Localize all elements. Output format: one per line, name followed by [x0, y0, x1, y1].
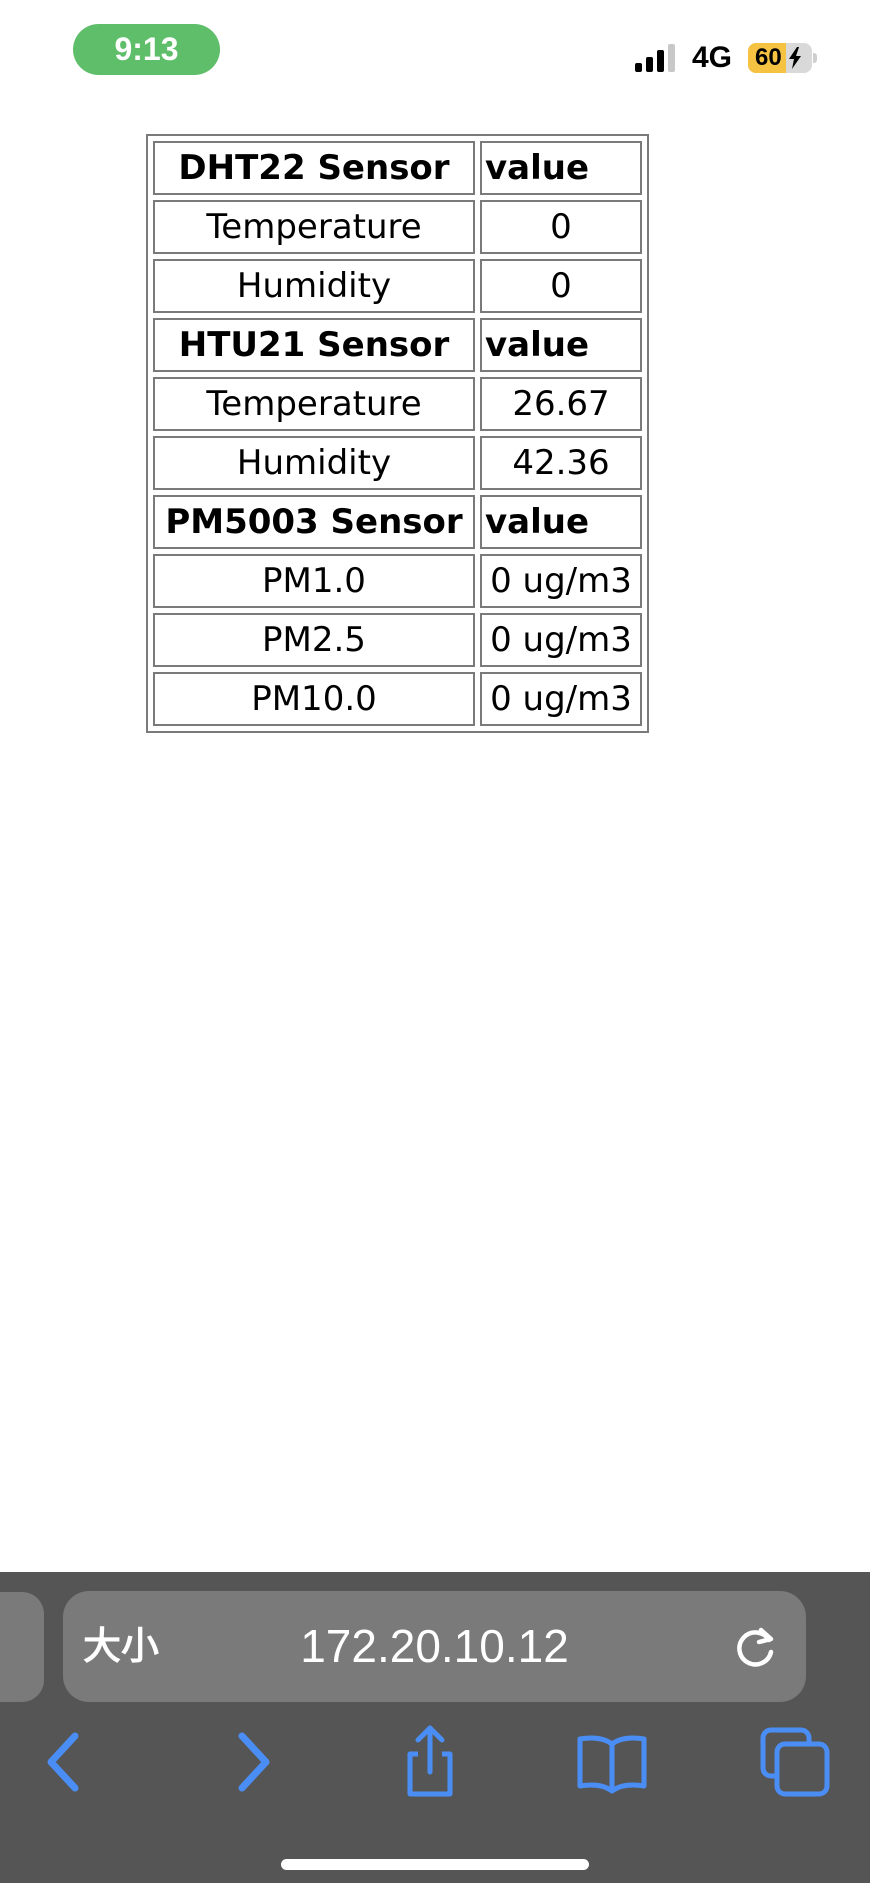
network-type-label: 4G: [692, 41, 733, 74]
battery-indicator: 60: [748, 43, 812, 73]
value-header-cell: value: [480, 318, 642, 372]
sensor-data-row: PM2.5 0 ug/m3: [153, 613, 642, 667]
sensor-table: DHT22 Sensor value Temperature 0 Humidity 0 HT…: [146, 134, 649, 733]
share-icon[interactable]: [390, 1722, 470, 1802]
sensor-data-row: PM1.0 0 ug/m3: [153, 554, 642, 608]
measurement-value-cell: 42.36: [480, 436, 642, 490]
measurement-label-cell: Humidity: [153, 436, 475, 490]
home-indicator[interactable]: [281, 1859, 589, 1870]
measurement-label-cell: Temperature: [153, 200, 475, 254]
measurement-label-cell: PM2.5: [153, 613, 475, 667]
charging-bolt-icon: [789, 47, 801, 69]
reload-icon[interactable]: [731, 1622, 781, 1672]
sensor-header-row: PM5003 Sensor value: [153, 495, 642, 549]
sensor-name-cell: DHT22 Sensor: [153, 141, 475, 195]
previous-tab-preview[interactable]: [0, 1592, 44, 1702]
bookmarks-book-icon[interactable]: [572, 1722, 652, 1802]
back-chevron-icon[interactable]: [25, 1722, 105, 1802]
measurement-label-cell: PM10.0: [153, 672, 475, 726]
sensor-data-row: Humidity 0: [153, 259, 642, 313]
value-header-cell: value: [480, 495, 642, 549]
forward-chevron-icon[interactable]: [212, 1722, 292, 1802]
measurement-value-cell: 0: [480, 259, 642, 313]
cellular-signal-icon: [635, 44, 675, 72]
sensor-data-row: Temperature 26.67: [153, 377, 642, 431]
measurement-value-cell: 0 ug/m3: [480, 554, 642, 608]
page-settings-button[interactable]: 大小: [83, 1624, 160, 1668]
sensor-data-row: Temperature 0: [153, 200, 642, 254]
battery-level-fill: [748, 43, 787, 73]
sensor-header-row: DHT22 Sensor value: [153, 141, 642, 195]
tabs-icon[interactable]: [755, 1722, 835, 1802]
browser-bottom-bar: 大小 172.20.10.12: [0, 1572, 870, 1883]
measurement-value-cell: 0 ug/m3: [480, 672, 642, 726]
status-time[interactable]: 9:13: [73, 24, 220, 75]
url-text[interactable]: 172.20.10.12: [300, 1620, 569, 1672]
status-bar: 9:13 4G 60: [0, 0, 870, 100]
sensor-data-row: PM10.0 0 ug/m3: [153, 672, 642, 726]
sensor-header-row: HTU21 Sensor value: [153, 318, 642, 372]
battery-nub: [813, 53, 817, 63]
battery-percentage: 60: [755, 44, 782, 71]
measurement-label-cell: Temperature: [153, 377, 475, 431]
value-header-cell: value: [480, 141, 642, 195]
measurement-label-cell: Humidity: [153, 259, 475, 313]
sensor-data-row: Humidity 42.36: [153, 436, 642, 490]
address-bar[interactable]: 大小 172.20.10.12: [63, 1591, 806, 1702]
measurement-value-cell: 0: [480, 200, 642, 254]
measurement-value-cell: 26.67: [480, 377, 642, 431]
measurement-value-cell: 0 ug/m3: [480, 613, 642, 667]
sensor-name-cell: PM5003 Sensor: [153, 495, 475, 549]
sensor-name-cell: HTU21 Sensor: [153, 318, 475, 372]
measurement-label-cell: PM1.0: [153, 554, 475, 608]
